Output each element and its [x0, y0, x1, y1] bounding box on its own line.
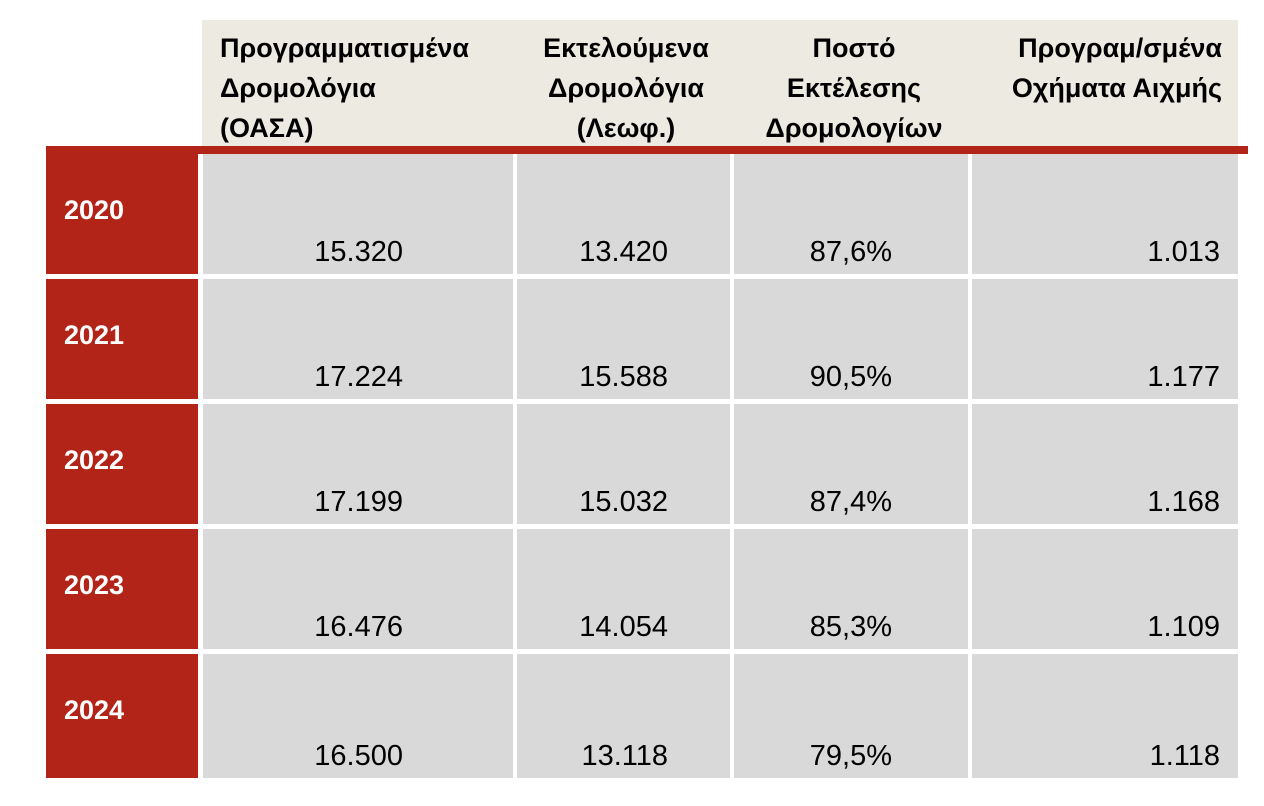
header-executed-routes: Εκτελούμενα Δρομολόγια (Λεωφ.) [543, 33, 709, 143]
peak-vehicles-value: 1.118 [1149, 740, 1220, 772]
year-cell: 2022 [46, 404, 198, 524]
peak-vehicles-value: 1.168 [1147, 486, 1220, 518]
executed-value: 15.588 [579, 361, 668, 393]
year-cell: 2021 [46, 279, 198, 399]
header-scheduled-routes: Προγραμματισμένα Δρομολόγια (ΟΑΣΑ) [220, 33, 469, 143]
table-row: 2020 15.320 13.420 87,6% 1.013 [46, 154, 1238, 274]
rate-value: 85,3% [809, 611, 892, 643]
executed-value: 13.118 [581, 740, 668, 772]
year-label: 2024 [64, 695, 125, 725]
rate-value: 87,4% [809, 486, 892, 518]
rate-cell: 90,5% [734, 279, 968, 399]
peak-vehicles-value: 1.109 [1147, 611, 1220, 643]
year-label: 2020 [64, 195, 125, 225]
executed-cell: 15.588 [517, 279, 730, 399]
executed-value: 13.420 [579, 236, 668, 268]
year-cell: 2023 [46, 529, 198, 649]
scheduled-value: 17.224 [314, 361, 403, 393]
executed-cell: 15.032 [517, 404, 730, 524]
scheduled-value: 15.320 [314, 236, 403, 268]
year-label: 2022 [64, 445, 125, 475]
scheduled-value: 16.500 [314, 740, 403, 772]
header-peak-vehicles: Προγραμ/σμένα Οχήματα Αιχμής [1011, 33, 1222, 103]
scheduled-value: 17.199 [314, 486, 403, 518]
table-row: 2021 17.224 15.588 90,5% 1.177 [46, 279, 1238, 399]
executed-value: 14.054 [579, 611, 668, 643]
rate-value: 79,5% [809, 740, 892, 772]
scheduled-cell: 16.500 [203, 654, 513, 778]
rate-cell: 87,6% [734, 154, 968, 274]
year-label: 2023 [64, 570, 125, 600]
peak-vehicles-cell: 1.118 [972, 654, 1238, 778]
scheduled-cell: 17.199 [203, 404, 513, 524]
peak-vehicles-cell: 1.168 [972, 404, 1238, 524]
rate-value: 87,6% [809, 236, 892, 268]
table-header [202, 20, 1238, 148]
scheduled-cell: 16.476 [203, 529, 513, 649]
year-cell: 2024 [46, 654, 198, 778]
peak-vehicles-value: 1.013 [1147, 236, 1220, 268]
executed-value: 15.032 [579, 486, 668, 518]
executed-cell: 13.118 [517, 654, 730, 778]
data-table: Προγραμματισμένα Δρομολόγια (ΟΑΣΑ) Εκτελ… [46, 20, 1248, 778]
peak-vehicles-cell: 1.177 [972, 279, 1238, 399]
year-cell: 2020 [46, 154, 198, 274]
header-divider [46, 146, 1248, 154]
scheduled-value: 16.476 [314, 611, 403, 643]
peak-vehicles-cell: 1.109 [972, 529, 1238, 649]
table-row: 2023 16.476 14.054 85,3% 1.109 [46, 529, 1238, 649]
year-label: 2021 [64, 320, 125, 350]
scheduled-cell: 15.320 [203, 154, 513, 274]
executed-cell: 14.054 [517, 529, 730, 649]
table-row: 2024 16.500 13.118 79,5% 1.118 [46, 654, 1238, 778]
table-row: 2022 17.199 15.032 87,4% 1.168 [46, 404, 1238, 524]
header-execution-rate: Ποστό Εκτέλεσης Δρομολογίων [765, 33, 943, 143]
rate-value: 90,5% [809, 361, 892, 393]
rate-cell: 85,3% [734, 529, 968, 649]
scheduled-cell: 17.224 [203, 279, 513, 399]
rate-cell: 87,4% [734, 404, 968, 524]
peak-vehicles-value: 1.177 [1147, 361, 1220, 393]
peak-vehicles-cell: 1.013 [972, 154, 1238, 274]
rate-cell: 79,5% [734, 654, 968, 778]
executed-cell: 13.420 [517, 154, 730, 274]
